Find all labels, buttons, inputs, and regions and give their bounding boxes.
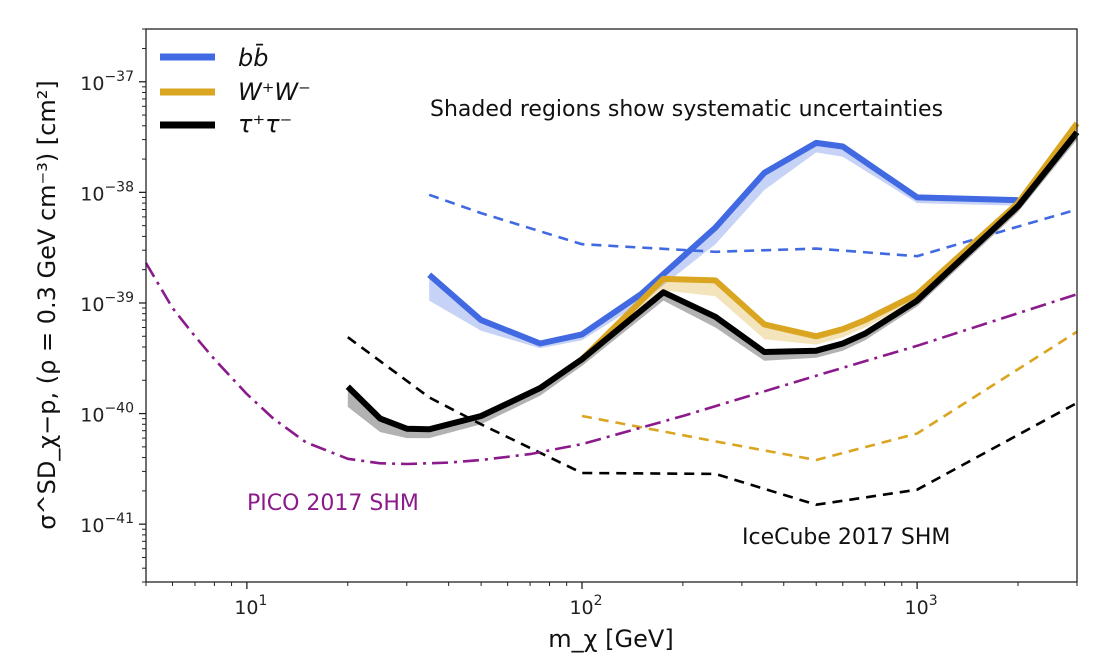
y-tick-label: 10−41 xyxy=(80,511,134,537)
pico-label: PICO 2017 SHM xyxy=(247,491,419,516)
bb-limit-line xyxy=(427,139,1019,347)
icecube-label: IceCube 2017 SHM xyxy=(742,525,950,550)
plot-frame xyxy=(145,28,1078,583)
x-tick-label: 103 xyxy=(905,593,938,619)
ww-limit-line xyxy=(579,121,1080,362)
icecube-ww-line xyxy=(581,330,1078,462)
y-tick-label: 10−38 xyxy=(80,179,134,205)
y-tick-label: 10−37 xyxy=(80,69,134,95)
icecube-bb-line xyxy=(428,193,1078,258)
ww-limit-band xyxy=(582,123,1077,365)
y-axis-label: σ^SD_χ−p, (ρ = 0.3 GeV cm⁻³) [cm²] xyxy=(33,80,61,529)
x-axis-label: m_χ [GeV] xyxy=(548,625,673,653)
series-lines xyxy=(144,121,1080,507)
y-tick-label: 10−40 xyxy=(80,401,134,427)
pico-2017-line xyxy=(144,262,1078,466)
y-tick-label: 10−39 xyxy=(80,290,134,316)
bb-limit-band xyxy=(429,142,1018,349)
x-tick-label: 101 xyxy=(234,593,267,619)
legend-label-bb: bb̄ xyxy=(238,43,268,72)
tau-limit-line xyxy=(345,130,1080,433)
legend: bb̄ W⁺W⁻ τ⁺τ⁻ xyxy=(160,43,311,138)
legend-label-ww: W⁺W⁻ xyxy=(238,78,311,106)
x-tick-label: 102 xyxy=(569,593,602,619)
icecube-tau-line xyxy=(347,336,1078,507)
legend-label-tau: τ⁺τ⁻ xyxy=(238,110,292,138)
axis-ticks: 101 102 103 10−41 10−40 10−39 10−38 10−37 xyxy=(80,28,1078,619)
annotation-text: Shaded regions show systematic uncertain… xyxy=(430,97,943,122)
